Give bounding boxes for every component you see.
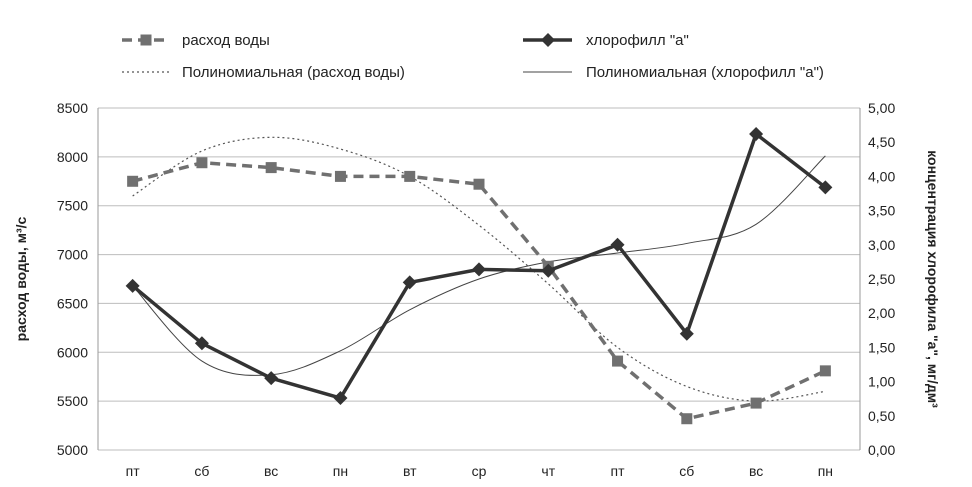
x-tick-label: сб — [194, 463, 209, 479]
data-point-chlorophyll — [541, 263, 556, 278]
legend-marker-chlorophyll — [541, 33, 555, 47]
y-left-tick-label: 7000 — [57, 247, 88, 263]
data-point-water — [404, 170, 416, 182]
data-point-chlorophyll — [194, 336, 209, 351]
x-tick-label: пн — [818, 463, 833, 479]
x-tick-label: пн — [333, 463, 348, 479]
data-point-water — [681, 413, 693, 425]
legend-marker-water — [140, 34, 152, 46]
data-point-water — [265, 162, 277, 174]
x-tick-label: сб — [679, 463, 694, 479]
y-left-tick-label: 5000 — [57, 442, 88, 458]
x-tick-label: ср — [472, 463, 487, 479]
y-right-tick-label: 2,50 — [868, 271, 895, 287]
x-tick-label: вс — [264, 463, 278, 479]
y-right-axis-title: концентрация хлорофила "а", мг/дм³ — [925, 150, 941, 408]
series-line-chlorophyll-trend — [132, 155, 826, 376]
y-right-tick-label: 5,00 — [868, 100, 895, 116]
data-point-chlorophyll — [818, 180, 833, 195]
data-point-water — [819, 365, 831, 377]
data-point-chlorophyll — [679, 326, 694, 341]
data-point-chlorophyll — [749, 126, 764, 141]
legend-label-chlorophyll: хлорофилл "а" — [586, 32, 689, 49]
y-right-tick-label: 1,50 — [868, 339, 895, 355]
data-point-water — [750, 397, 762, 409]
data-point-chlorophyll — [264, 371, 279, 386]
y-left-tick-label: 6500 — [57, 295, 88, 311]
x-tick-label: пт — [126, 463, 141, 479]
data-point-chlorophyll — [472, 262, 486, 277]
y-right-tick-label: 3,00 — [868, 237, 895, 253]
series-line-water — [132, 160, 827, 421]
y-right-tick-label: 3,50 — [868, 203, 895, 219]
legend-label-water: расход воды — [182, 32, 270, 49]
legend-label-water-trend: Полиномиальная (расход воды) — [182, 64, 405, 81]
data-point-chlorophyll — [610, 237, 625, 252]
data-point-chlorophyll — [333, 391, 348, 406]
y-left-axis-title: расход воды, м³/с — [13, 216, 29, 341]
legend-label-chlorophyll-trend: Полиномиальная (хлорофилл "а") — [586, 64, 824, 81]
series-line-water-trend — [132, 136, 826, 402]
y-right-tick-label: 0,00 — [868, 442, 895, 458]
data-point-water — [334, 170, 346, 182]
y-right-tick-label: 1,00 — [868, 374, 895, 390]
data-point-chlorophyll — [402, 275, 417, 290]
y-left-tick-label: 7500 — [57, 198, 88, 214]
y-right-tick-label: 0,50 — [868, 408, 895, 424]
y-right-tick-label: 4,00 — [868, 168, 895, 184]
y-right-tick-label: 4,50 — [868, 134, 895, 150]
x-tick-label: вс — [749, 463, 763, 479]
y-left-tick-label: 5500 — [57, 393, 88, 409]
y-left-tick-label: 8000 — [57, 149, 88, 165]
y-left-tick-label: 6000 — [57, 344, 88, 360]
y-left-tick-label: 8500 — [57, 100, 88, 116]
x-tick-label: чт — [541, 463, 555, 479]
data-point-water — [127, 175, 139, 187]
y-right-tick-label: 2,00 — [868, 305, 895, 321]
data-point-water — [196, 157, 208, 169]
data-point-water — [612, 355, 624, 367]
data-point-chlorophyll — [125, 278, 140, 293]
x-tick-label: вт — [403, 463, 417, 479]
data-point-water — [473, 178, 485, 190]
x-tick-label: пт — [611, 463, 626, 479]
